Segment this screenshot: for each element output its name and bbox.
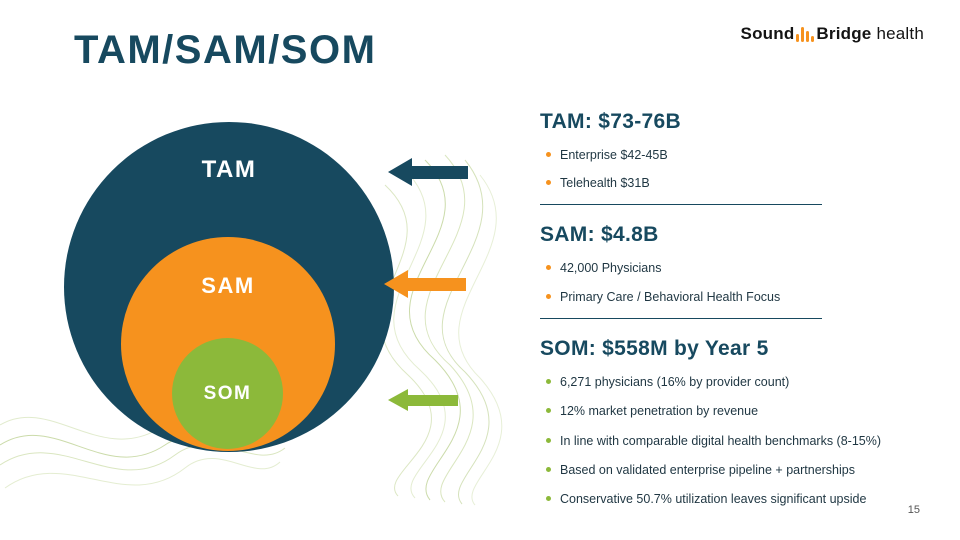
bullet-item: 12% market penetration by revenue <box>546 403 932 419</box>
som-bullets: 6,271 physicians (16% by provider count)… <box>546 374 932 507</box>
equalizer-bars-icon <box>796 26 815 42</box>
bullet-dot <box>546 379 551 384</box>
sam-circle-label: SAM <box>201 273 255 298</box>
sam-arrow-left-icon <box>384 270 466 298</box>
bullet-text: 12% market penetration by revenue <box>560 404 759 419</box>
bullet-text: 42,000 Physicians <box>560 260 662 275</box>
sam-heading: SAM: $4.8B <box>540 222 659 246</box>
tam-heading: TAM: $73-76B <box>540 110 681 133</box>
bullet-item: Primary Care / Behavioral Health Focus <box>546 289 932 305</box>
bullet-dot <box>546 152 551 157</box>
som-circle: SOM <box>172 338 283 449</box>
market-sizing-panel: TAM: $73-76B Enterprise $42-45B Teleheal… <box>540 110 932 520</box>
bullet-dot <box>546 408 551 414</box>
logo-text-bridge: Bridge <box>816 24 872 43</box>
som-arrow-left-icon <box>388 389 458 411</box>
bullet-text: Based on validated enterprise pipeline +… <box>560 462 855 477</box>
tam-arrow-left-icon <box>388 158 468 186</box>
slide-title: TAM/SAM/SOM <box>74 28 377 72</box>
tam-circle: TAM SAM SOM <box>64 122 394 452</box>
tam-bullets: Enterprise $42-45B Telehealth $31B <box>546 147 932 192</box>
section-divider <box>540 318 822 319</box>
sam-section: SAM: $4.8B 42,000 Physicians Primary Car… <box>540 222 932 319</box>
sam-circle: SAM SOM <box>121 237 335 451</box>
bullet-item: 42,000 Physicians <box>546 260 932 276</box>
tam-section: TAM: $73-76B Enterprise $42-45B Teleheal… <box>540 110 932 205</box>
bullet-dot <box>546 293 551 299</box>
bullet-item: Telehealth $31B <box>546 175 932 191</box>
bullet-text: 6,271 physicians (16% by provider count) <box>560 375 790 389</box>
bullet-item: Conservative 50.7% utilization leaves si… <box>546 491 932 507</box>
tam-circle-label: TAM <box>201 156 257 183</box>
section-divider <box>540 203 822 205</box>
som-heading: SOM: $558M by Year 5 <box>540 337 769 360</box>
bullet-dot <box>546 496 551 501</box>
sam-bullets: 42,000 Physicians Primary Care / Behavio… <box>546 260 932 306</box>
som-section: SOM: $558M by Year 5 6,271 physicians (1… <box>540 337 932 507</box>
logo-text-sound: Sound <box>740 24 795 43</box>
logo: Sound Bridge health <box>741 24 924 44</box>
bullet-item: Based on validated enterprise pipeline +… <box>546 462 932 478</box>
bullet-text: Conservative 50.7% utilization leaves si… <box>560 492 867 506</box>
bullet-item: 6,271 physicians (16% by provider count) <box>546 374 932 390</box>
bullet-item: Enterprise $42-45B <box>546 147 932 163</box>
bullet-dot <box>546 180 551 186</box>
bullet-dot <box>546 264 551 270</box>
bullet-text: Enterprise $42-45B <box>560 148 668 162</box>
bullet-text: Telehealth $31B <box>560 176 650 191</box>
bullet-dot <box>546 466 551 472</box>
som-circle-label: SOM <box>203 382 252 404</box>
bullet-dot <box>546 437 551 443</box>
bullet-text: Primary Care / Behavioral Health Focus <box>560 289 781 304</box>
bullet-text: In line with comparable digital health b… <box>560 433 881 448</box>
logo-text-health: health <box>876 24 924 43</box>
page-number: 15 <box>907 504 920 516</box>
bullet-item: In line with comparable digital health b… <box>546 433 932 449</box>
